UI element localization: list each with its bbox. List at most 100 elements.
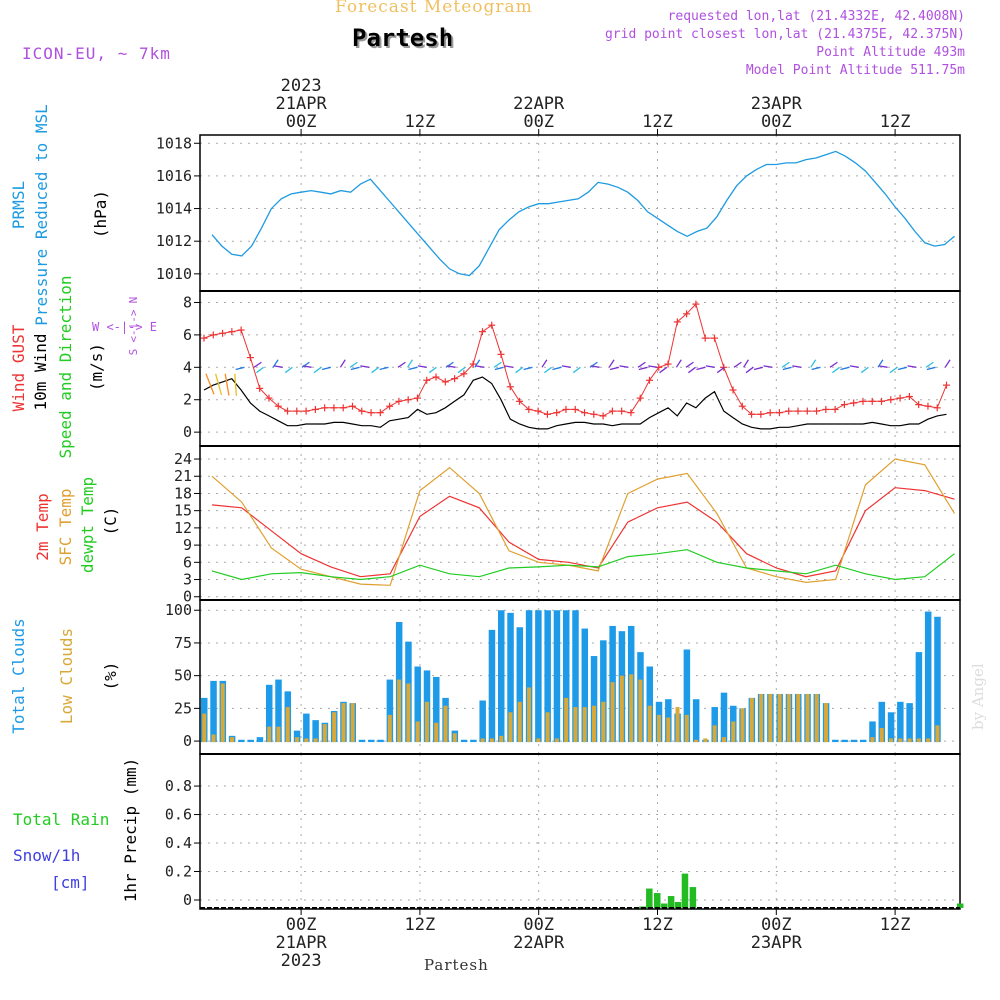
wind-direction-arrow <box>878 365 888 368</box>
wind-direction-arrow <box>925 361 934 368</box>
low-cloud-bar <box>573 707 578 743</box>
y-tick-label: 6 <box>183 553 192 571</box>
rain-bar <box>667 896 675 908</box>
top-time-label: 00Z <box>286 112 317 132</box>
wind-direction-arrow <box>561 365 571 368</box>
low-cloud-bar <box>694 739 699 743</box>
wind-direction-arrow <box>523 366 533 371</box>
total-cloud-bar <box>498 610 505 743</box>
wind-direction-arrow <box>926 366 936 371</box>
low-cloud-bar <box>554 738 559 743</box>
wind-direction-arrow <box>792 365 802 368</box>
y-tick-label: 0.6 <box>165 806 192 824</box>
panel-frame <box>199 753 961 910</box>
total-cloud-bar <box>683 649 691 743</box>
low-cloud-bar <box>582 707 587 743</box>
low-cloud-bar <box>796 693 801 743</box>
low-cloud-bar <box>749 697 754 743</box>
subtitle-forecast-meteogram: Forecast Meteogram <box>335 0 533 17</box>
wind-direction-arrow <box>608 359 615 368</box>
wind-direction-arrow <box>214 373 223 396</box>
low-cloud-bar <box>824 703 829 743</box>
low-cloud-bar <box>777 693 782 743</box>
wind-direction-arrow <box>235 366 245 371</box>
wind-direction-arrow <box>849 365 859 368</box>
label-dewpt-temp: dewpt Temp <box>78 477 97 573</box>
y-tick-label: 21 <box>174 467 192 485</box>
low-cloud-bar <box>489 738 494 743</box>
bottom-time-label: 12Z <box>405 915 436 935</box>
low-cloud-bar <box>926 738 931 743</box>
low-cloud-bar <box>508 712 513 743</box>
total-cloud-bar <box>368 739 375 743</box>
wind-direction-arrow <box>515 366 524 374</box>
wind-direction-arrow <box>907 365 917 368</box>
wind-direction-arrow <box>350 366 360 371</box>
total-cloud-bar <box>562 610 570 743</box>
wind-direction-arrow <box>696 366 706 371</box>
wind-direction-arrow <box>860 366 869 374</box>
y-tick-label: 1010 <box>156 265 192 283</box>
y-tick-label: 8 <box>183 293 192 311</box>
total-cloud-bar <box>460 739 468 743</box>
low-cloud-bar <box>666 717 671 743</box>
label-c: (C) <box>101 507 120 536</box>
compass-s: S <box>127 349 140 356</box>
label-10m-wind: 10m Wind <box>31 333 50 410</box>
total-cloud-bar <box>386 679 394 743</box>
low-cloud-bar <box>684 714 689 743</box>
wind-direction-arrow <box>205 373 215 395</box>
wind-direction-arrow <box>897 366 907 371</box>
wind-direction-arrow <box>273 365 283 368</box>
total-cloud-bar <box>841 739 848 743</box>
low-cloud-bar <box>295 737 300 743</box>
y-tick-label: 0.8 <box>165 777 192 795</box>
rain-bar <box>674 902 682 908</box>
y-tick-label: 1018 <box>156 134 192 152</box>
wind-direction-arrow <box>493 361 502 368</box>
top-time-label: 21APR <box>276 94 328 114</box>
wind-direction-arrow <box>408 366 418 371</box>
total-cloud-bar <box>906 703 913 743</box>
low-cloud-bar <box>759 693 764 743</box>
low-cloud-bar <box>517 701 522 743</box>
y-tick-label: 1014 <box>156 200 192 218</box>
low-cloud-bar <box>304 738 309 743</box>
wind-direction-arrow <box>745 366 754 374</box>
low-cloud-bar <box>805 693 810 743</box>
wind-direction-arrow <box>840 366 850 371</box>
low-cloud-bar <box>267 726 272 743</box>
wind-direction-arrow <box>743 359 750 368</box>
total-cloud-bar <box>720 692 728 743</box>
wind-direction-arrow <box>253 361 262 368</box>
low-cloud-bar <box>285 707 290 743</box>
y-tick-label: 0 <box>183 732 192 750</box>
total-cloud-bar <box>934 616 941 743</box>
wind-direction-arrow <box>810 359 817 368</box>
total-cloud-bar <box>572 610 579 743</box>
label-pressure-msl: Pressure Reduced to MSL <box>32 104 51 326</box>
y-tick-label: 3 <box>183 571 192 589</box>
low-cloud-bar <box>935 725 940 743</box>
label-pct: (%) <box>101 662 120 691</box>
wind-direction-arrow <box>609 366 619 371</box>
dewpoint-line <box>211 549 955 581</box>
low-cloud-bar <box>387 714 392 743</box>
low-cloud-bar <box>647 705 652 743</box>
wind-direction-arrow <box>397 361 406 368</box>
total-cloud-bar <box>897 701 904 743</box>
wind-direction-arrow <box>590 365 600 368</box>
total-cloud-bar <box>312 720 319 743</box>
label-hpa: (hPa) <box>91 190 110 238</box>
y-tick-label: 100 <box>165 601 192 619</box>
y-tick-label: 15 <box>174 502 192 520</box>
wind-direction-arrow <box>428 366 437 374</box>
wind-direction-arrow <box>494 366 504 371</box>
label-total-clouds: Total Clouds <box>9 618 28 734</box>
low-cloud-bar <box>527 687 532 743</box>
wind-direction-arrow <box>832 366 840 374</box>
low-cloud-bar <box>397 679 402 743</box>
low-cloud-bar <box>499 735 504 743</box>
total-cloud-bar <box>692 699 700 743</box>
wind-direction-arrow <box>349 361 358 368</box>
